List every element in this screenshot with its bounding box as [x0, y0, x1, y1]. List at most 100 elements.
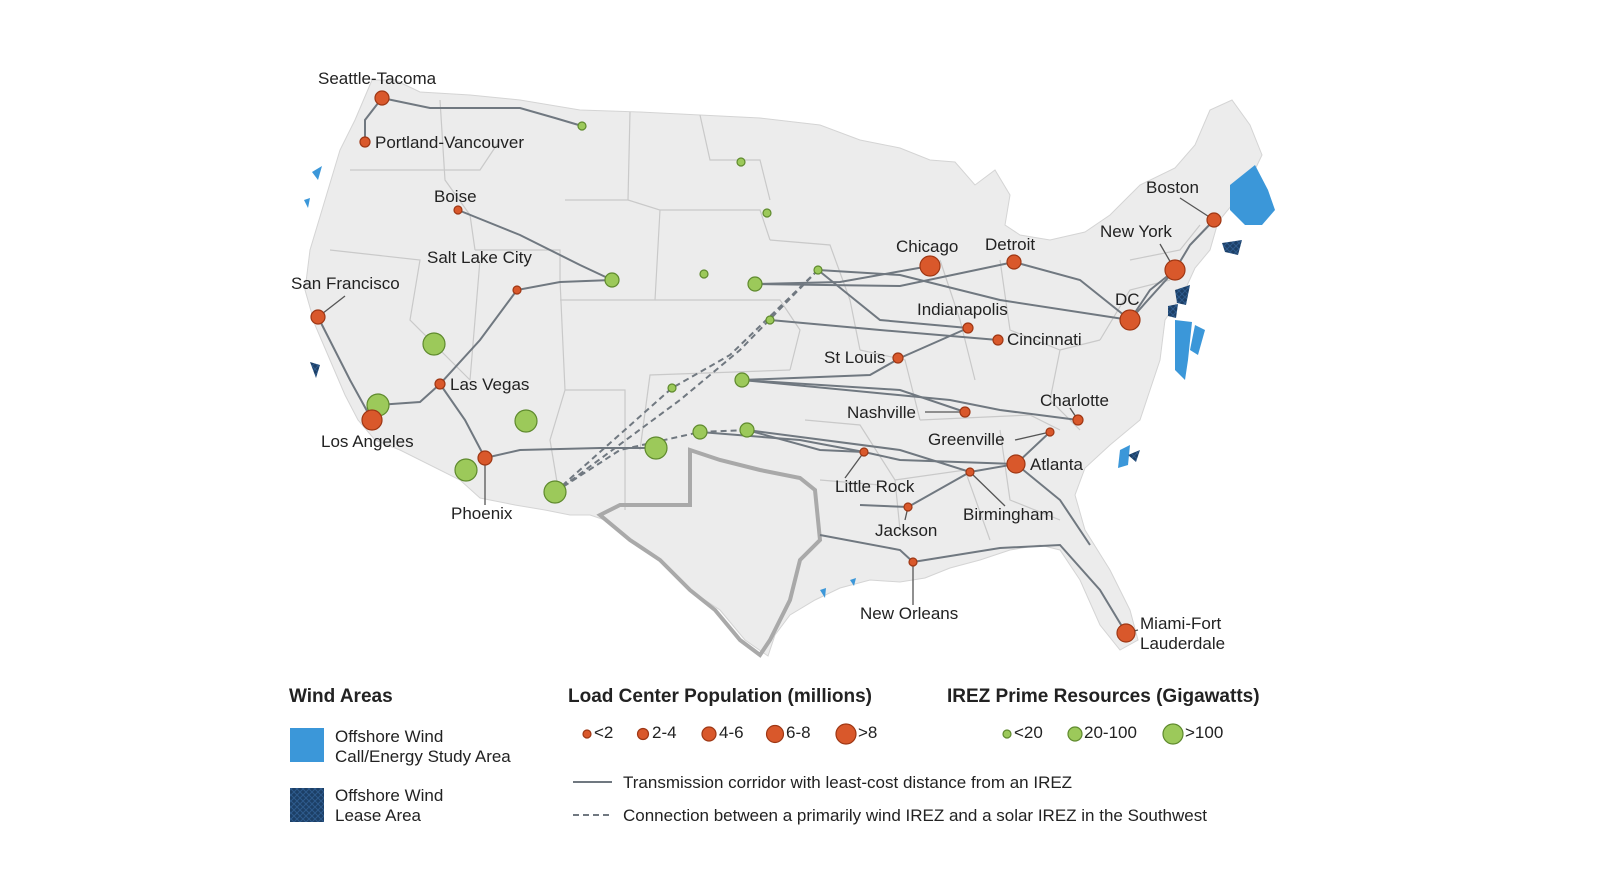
- label-littlerock: Little Rock: [835, 477, 915, 496]
- label-detroit: Detroit: [985, 235, 1035, 254]
- load-center-marker: [310, 309, 326, 325]
- load-center-marker: [453, 205, 463, 215]
- label-phoenix: Phoenix: [451, 504, 513, 523]
- legend-load-title: Load Center Population (millions): [568, 686, 872, 707]
- irez-marker: [514, 409, 538, 433]
- load-center-marker: [992, 334, 1004, 346]
- us-landmass: [304, 79, 1263, 657]
- load-center-marker: [1006, 254, 1022, 270]
- leader-lines: [317, 197, 1215, 634]
- label-indianapolis: Indianapolis: [917, 300, 1008, 319]
- label-miami-line2: Lauderdale: [1140, 634, 1225, 653]
- legend-load-label-4: 6-8: [786, 723, 811, 742]
- irez-marker: [765, 315, 775, 325]
- load-center-marker: [962, 322, 974, 334]
- label-stlouis: St Louis: [824, 348, 885, 367]
- legend-load-label-3: 4-6: [719, 723, 744, 742]
- load-center-marker: [1206, 212, 1222, 228]
- label-cincinnati: Cincinnati: [1007, 330, 1082, 349]
- label-saltlake: Salt Lake City: [427, 248, 532, 267]
- legend-lines: Transmission corridor with least-cost di…: [573, 773, 1207, 825]
- offshore-call-areas: [304, 165, 1275, 598]
- load-center-marker: [903, 502, 913, 512]
- texas-boundary: [596, 447, 823, 658]
- legend-irez-label-3: >100: [1185, 723, 1223, 742]
- load-center-markers: [310, 90, 1222, 643]
- label-lasvegas: Las Vegas: [450, 375, 529, 394]
- irez-marker: [699, 269, 709, 279]
- load-center-marker: [859, 447, 869, 457]
- irez-marker: [747, 276, 763, 292]
- load-center-marker: [965, 467, 975, 477]
- label-seattle: Seattle-Tacoma: [318, 69, 437, 88]
- irez-marker: [739, 422, 755, 438]
- load-center-marker: [959, 406, 971, 418]
- legend-irez-size-3: [1162, 723, 1184, 745]
- irez-marker: [736, 157, 746, 167]
- label-greenville: Greenville: [928, 430, 1005, 449]
- label-miami-line1: Miami-Fort: [1140, 614, 1221, 633]
- irez-marker: [577, 121, 587, 131]
- label-newyork: New York: [1100, 222, 1172, 241]
- load-center-marker: [892, 352, 904, 364]
- load-center-marker: [908, 557, 918, 567]
- legend-load-size-2: [636, 727, 650, 741]
- label-charlotte: Charlotte: [1040, 391, 1109, 410]
- load-center-marker: [1164, 259, 1186, 281]
- legend-load-size-4: [765, 724, 785, 744]
- legend-irez-label-1: <20: [1014, 723, 1043, 742]
- irez-marker: [734, 372, 750, 388]
- label-sanfran: San Francisco: [291, 274, 400, 293]
- city-labels: Seattle-Tacoma Portland-Vancouver Boise …: [291, 69, 1225, 653]
- legend-solid-label: Transmission corridor with least-cost di…: [623, 773, 1072, 792]
- wind-solar-connections: [554, 269, 819, 493]
- irez-marker: [422, 332, 446, 356]
- legend-load-label-2: 2-4: [652, 723, 677, 742]
- legend-irez-size-2: [1067, 726, 1083, 742]
- legend-irez-size-1: [1002, 729, 1012, 739]
- irez-marker: [692, 424, 708, 440]
- label-nashville: Nashville: [847, 403, 916, 422]
- load-center-marker: [361, 409, 383, 431]
- legend-load: Load Center Population (millions) <2 2-4…: [568, 686, 877, 745]
- legend-call-area-line2: Call/Energy Study Area: [335, 747, 511, 766]
- legend-lease-area-line1: Offshore Wind: [335, 786, 443, 805]
- load-center-marker: [919, 255, 941, 277]
- irez-marker: [543, 480, 567, 504]
- load-center-marker: [512, 285, 522, 295]
- load-center-marker: [477, 450, 493, 466]
- label-atlanta: Atlanta: [1030, 455, 1083, 474]
- load-center-marker: [434, 378, 446, 390]
- legend-call-area-line1: Offshore Wind: [335, 727, 443, 746]
- legend-call-area-swatch: [290, 728, 324, 762]
- irez-marker: [667, 383, 677, 393]
- load-center-marker: [1072, 414, 1084, 426]
- label-dc: DC: [1115, 290, 1140, 309]
- irez-marker: [644, 436, 668, 460]
- legend-lease-area-line2: Lease Area: [335, 806, 422, 825]
- load-center-marker: [1116, 623, 1136, 643]
- offshore-lease-areas: [310, 240, 1242, 462]
- legend-irez: IREZ Prime Resources (Gigawatts) <20 20-…: [947, 686, 1260, 745]
- legend-load-label-5: >8: [858, 723, 877, 742]
- irez-marker: [454, 458, 478, 482]
- legend-dashed-label: Connection between a primarily wind IREZ…: [623, 806, 1207, 825]
- irez-marker: [762, 208, 772, 218]
- label-portland: Portland-Vancouver: [375, 133, 524, 152]
- label-chicago: Chicago: [896, 237, 958, 256]
- load-center-marker: [1045, 427, 1055, 437]
- label-losangeles: Los Angeles: [321, 432, 414, 451]
- load-center-marker: [1119, 309, 1141, 331]
- label-boise: Boise: [434, 187, 477, 206]
- legend-wind: Wind Areas Offshore Wind Call/Energy Stu…: [289, 686, 511, 825]
- label-neworleans: New Orleans: [860, 604, 958, 623]
- irez-marker: [604, 272, 620, 288]
- load-center-marker: [1006, 454, 1026, 474]
- load-center-marker: [359, 136, 371, 148]
- label-boston: Boston: [1146, 178, 1199, 197]
- legend-irez-label-2: 20-100: [1084, 723, 1137, 742]
- legend-wind-title: Wind Areas: [289, 686, 393, 707]
- label-birmingham: Birmingham: [963, 505, 1054, 524]
- legend-load-label-1: <2: [594, 723, 613, 742]
